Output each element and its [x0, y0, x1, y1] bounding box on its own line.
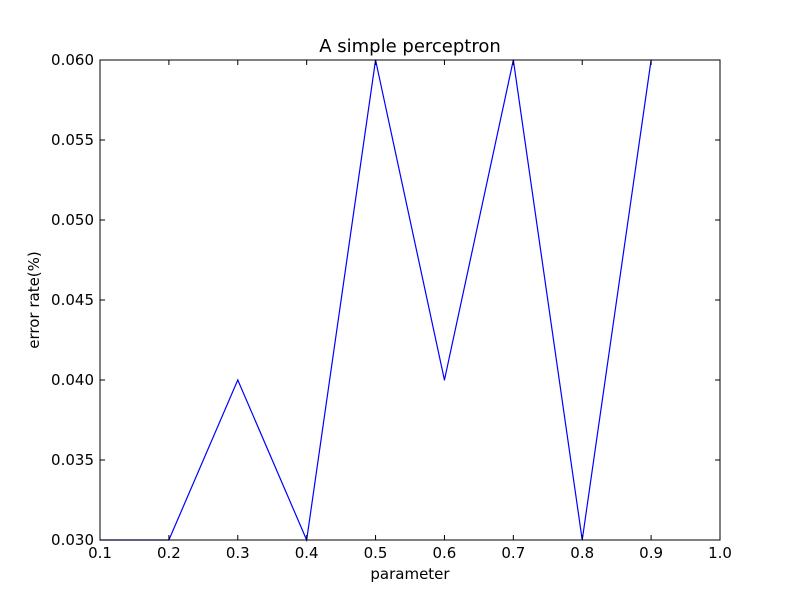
x-tick-label: 1.0	[708, 544, 732, 562]
x-tick-label: 0.2	[157, 544, 181, 562]
x-tick-label: 0.9	[639, 544, 663, 562]
data-point	[237, 379, 239, 381]
chart-title: A simple perceptron	[319, 36, 501, 57]
axis-ticks: 0.1 0.2 0.3 0.4 0.5 0.6 0.7 0.8 0.9 1.0 0.030 0.035…	[51, 51, 732, 562]
y-tick-label: 0.050	[51, 211, 94, 229]
x-tick-label: 0.4	[295, 544, 319, 562]
x-tick-label: 0.5	[364, 544, 388, 562]
x-tick-label: 0.3	[226, 544, 250, 562]
y-tick-label: 0.030	[51, 531, 94, 549]
x-tick-label: 0.6	[433, 544, 457, 562]
x-tick-label: 0.8	[570, 544, 594, 562]
y-tick-label: 0.045	[51, 291, 94, 309]
x-axis-label: parameter	[370, 565, 450, 583]
y-tick-label: 0.040	[51, 371, 94, 389]
y-tick-label: 0.055	[51, 131, 94, 149]
series-line	[100, 59, 652, 543]
y-tick-label: 0.060	[51, 51, 94, 69]
data-point	[443, 379, 446, 381]
plot-area	[99, 59, 652, 543]
y-axis-label: error rate(%)	[25, 251, 43, 349]
x-tick-label: 0.1	[88, 544, 112, 562]
plot-frame	[99, 59, 721, 541]
x-tick-label: 0.7	[501, 544, 525, 562]
y-tick-label: 0.035	[51, 451, 94, 469]
